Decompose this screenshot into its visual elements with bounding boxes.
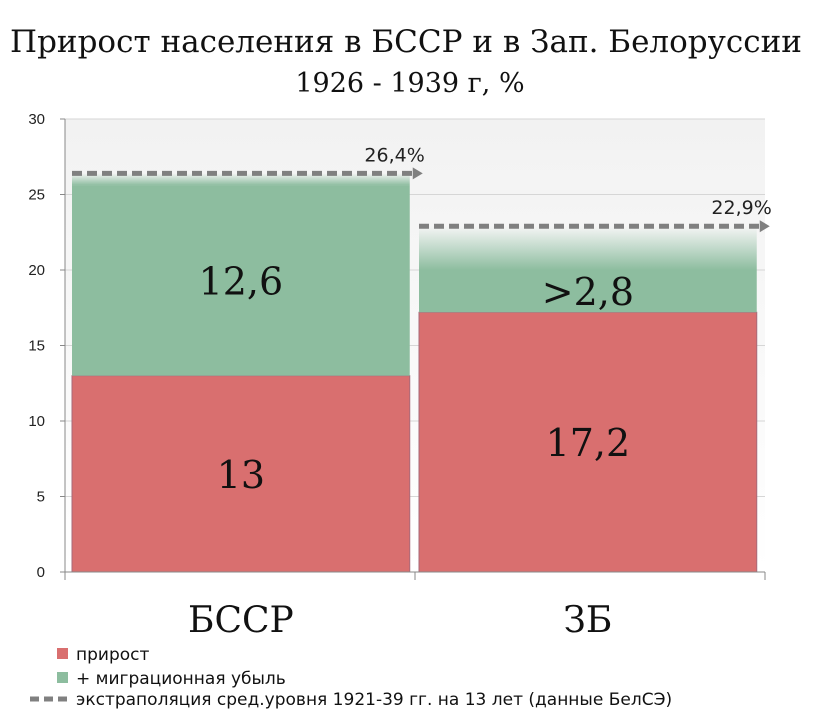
segment-label-growth-0: 13: [217, 453, 265, 497]
legend-swatch-growth: [57, 648, 68, 659]
bar-segment-growth-1: [418, 311, 758, 573]
category-label-1: ЗБ: [563, 600, 612, 641]
y-tick-label: 5: [37, 489, 45, 506]
bar-fade-cap-0: [72, 173, 410, 186]
y-tick-label: 10: [28, 413, 45, 430]
bar-segment-growth-0: [71, 375, 411, 573]
legend-swatch-migration: [57, 672, 68, 683]
extrapolation-arrow-1: [759, 220, 770, 233]
extrapolation-label-0: 26,4%: [364, 144, 424, 166]
extrapolation-lines: 26,4% 22,9%: [72, 144, 772, 233]
bar-fade-cap-1: [419, 226, 757, 270]
category-label-0: БССР: [188, 600, 294, 641]
extrapolation-arrow-0: [412, 167, 423, 180]
segment-labels: 13 12,6 17,2 >2,8: [199, 260, 634, 497]
legend: прирост + миграционная убыль экстраполяц…: [30, 645, 672, 710]
bar-segment-migration-0: [72, 185, 410, 376]
y-tick-label: 25: [28, 187, 45, 204]
y-tick-label: 20: [28, 262, 45, 279]
chart-subtitle: 1926 - 1939 г, %: [295, 68, 524, 99]
bars: [71, 173, 758, 573]
y-tick-label: 15: [28, 338, 45, 355]
bar-segment-migration-1: [419, 270, 757, 313]
segment-label-migration-1: >2,8: [542, 270, 634, 314]
segment-label-growth-1: 17,2: [546, 421, 631, 465]
legend-label-migration: + миграционная убыль: [76, 669, 286, 689]
extrapolation-label-1: 22,9%: [711, 197, 771, 219]
y-tick-label: 0: [37, 564, 45, 581]
segment-label-migration-0: 12,6: [199, 260, 284, 304]
y-tick-label: 30: [28, 111, 45, 128]
legend-label-extrapolation: экстраполяция сред.уровня 1921-39 гг. на…: [76, 690, 672, 710]
legend-label-growth: прирост: [76, 645, 149, 665]
chart-title: Прирост населения в БССР и в Зап. Белору…: [10, 24, 802, 60]
category-labels: БССР ЗБ: [188, 600, 612, 641]
y-axis-ticks: 0 5 10 15 20 25 30: [28, 111, 65, 581]
